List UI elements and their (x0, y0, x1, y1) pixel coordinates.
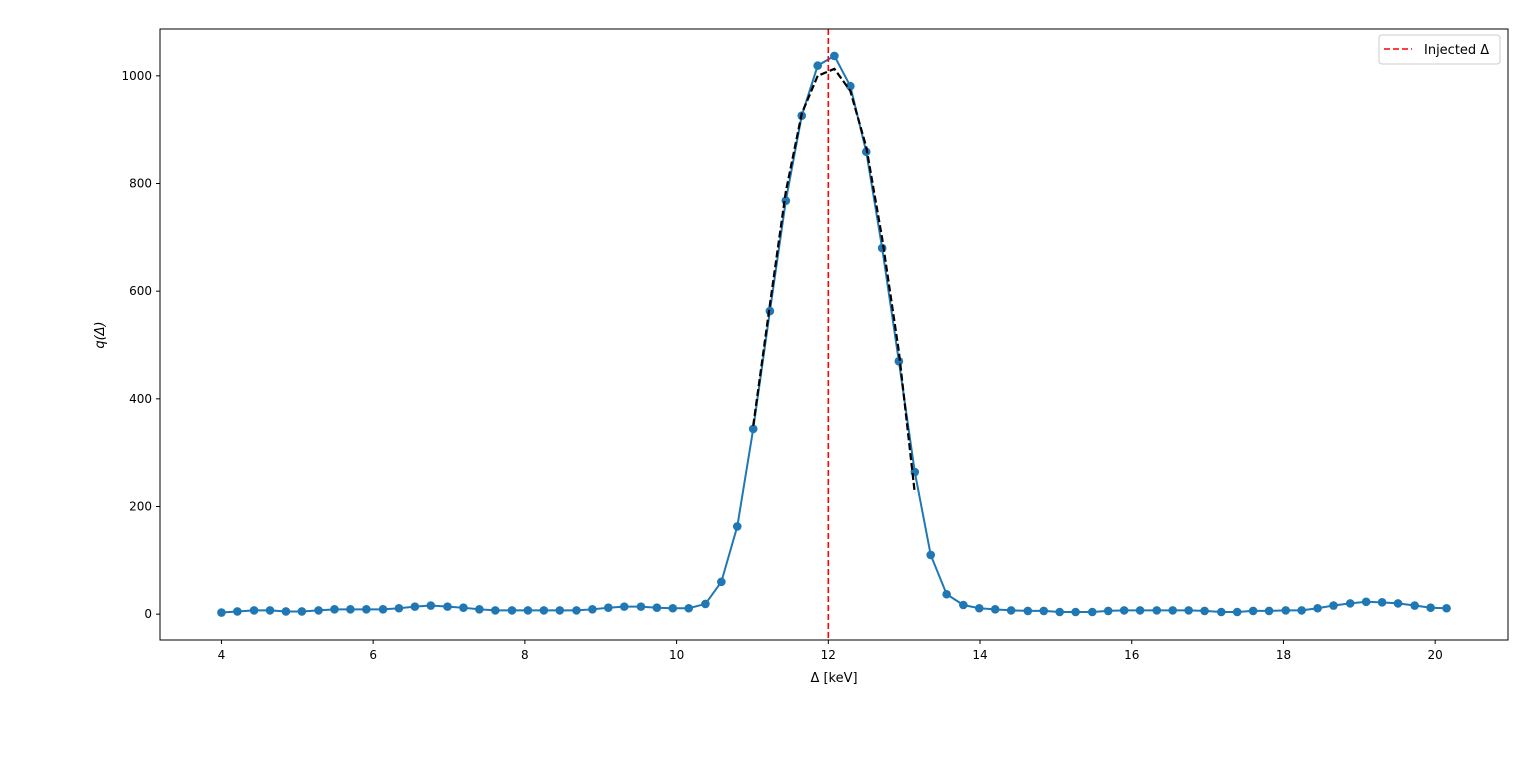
data-point (701, 599, 710, 609)
data-point (1087, 607, 1097, 617)
data-point (1313, 603, 1322, 613)
data-point (378, 605, 388, 614)
data-point (394, 603, 404, 613)
data-point (330, 605, 339, 614)
data-point (459, 603, 468, 613)
data-point (1232, 607, 1242, 617)
data-point (426, 601, 436, 610)
data-point (1442, 603, 1451, 613)
data-point (297, 607, 307, 616)
data-point (265, 606, 275, 615)
fit-curve (752, 67, 916, 494)
data-point (539, 606, 549, 615)
x-tick-label: 6 (369, 648, 377, 662)
data-point (1410, 601, 1419, 610)
data-point (1426, 603, 1435, 613)
legend: Injected Δ (1378, 34, 1501, 65)
data-point (1345, 599, 1355, 608)
data-point (990, 605, 1000, 614)
data-point (523, 606, 533, 615)
x-axis: 4 6 8 10 12 14 16 18 20 (218, 640, 1443, 662)
data-point (233, 607, 242, 616)
data-point (1135, 606, 1145, 615)
data-point (732, 522, 742, 531)
series-line (221, 54, 1447, 614)
data-point (1377, 598, 1387, 607)
data-point (475, 605, 484, 614)
data-point (974, 603, 984, 613)
data-point (490, 606, 500, 615)
y-tick-label: 1000 (121, 69, 152, 83)
data-point (1297, 606, 1306, 615)
data-point (846, 81, 855, 91)
data-point (1103, 606, 1113, 616)
data-point (443, 602, 452, 611)
data-point (1264, 606, 1274, 616)
data-point (410, 602, 420, 611)
y-axis: 0 200 400 600 800 1000 (121, 69, 160, 621)
data-point (1200, 606, 1209, 616)
data-point (717, 577, 726, 587)
data-point (362, 605, 371, 614)
y-tick-label: 600 (129, 284, 152, 298)
x-tick-label: 4 (218, 648, 226, 662)
legend-label-injected: Injected Δ (1424, 43, 1489, 58)
data-point (555, 606, 565, 615)
y-tick-label: 400 (129, 392, 152, 406)
data-point (1393, 599, 1403, 608)
data-point (604, 603, 613, 613)
data-point (959, 600, 968, 610)
axes-frame (159, 28, 1509, 641)
data-point (926, 550, 936, 560)
data-point (1055, 607, 1064, 617)
data-point (619, 602, 629, 611)
x-axis-label: Δ [keV] (810, 671, 857, 686)
y-axis-label: q(Δ) (93, 321, 108, 348)
plot-area (217, 29, 1451, 640)
data-point (217, 608, 226, 617)
data-point (894, 356, 904, 366)
data-point (652, 603, 662, 613)
data-point (1281, 606, 1291, 615)
data-point (668, 603, 678, 613)
y-tick-label: 0 (144, 607, 152, 621)
data-point (314, 606, 323, 615)
data-point (572, 606, 581, 615)
data-point (636, 602, 646, 611)
x-tick-label: 20 (1428, 648, 1443, 662)
x-tick-label: 12 (821, 648, 836, 662)
legend-box (1378, 34, 1501, 65)
data-point (1119, 606, 1129, 615)
data-point (1329, 601, 1338, 610)
data-point (1168, 606, 1178, 615)
data-point (1006, 606, 1016, 615)
x-tick-label: 10 (669, 648, 684, 662)
x-tick-label: 18 (1276, 648, 1291, 662)
data-point (1361, 597, 1371, 607)
data-point (830, 51, 839, 61)
data-point (813, 61, 822, 70)
data-point (588, 605, 597, 614)
data-point (1039, 606, 1049, 616)
data-point (748, 424, 758, 434)
x-tick-label: 16 (1124, 648, 1139, 662)
data-point (942, 589, 951, 599)
data-point (1216, 607, 1226, 617)
data-point (1184, 606, 1193, 615)
data-point (249, 606, 259, 615)
x-tick-label: 14 (972, 648, 987, 662)
data-point (507, 606, 517, 615)
data-point (1152, 606, 1162, 615)
data-point (1248, 606, 1258, 616)
x-tick-label: 8 (521, 648, 529, 662)
data-point (1023, 606, 1033, 616)
data-point (684, 603, 694, 613)
y-tick-label: 800 (129, 176, 152, 190)
data-point (281, 607, 291, 616)
data-point (346, 605, 355, 614)
data-point (1071, 607, 1080, 617)
y-tick-label: 200 (129, 499, 152, 513)
